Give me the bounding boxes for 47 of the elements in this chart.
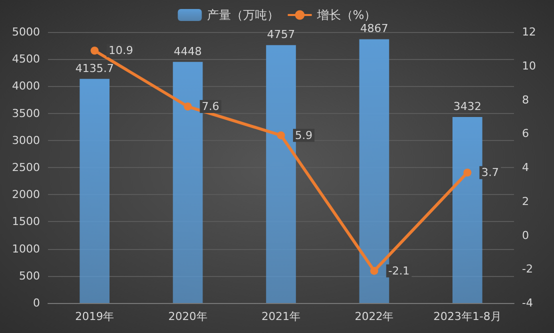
- y2-tick-label: 4: [522, 161, 529, 174]
- legend-label: 产量（万吨）: [206, 8, 279, 22]
- y-tick-label: 2500: [12, 161, 40, 174]
- x-tick-label: 2021年: [262, 310, 300, 323]
- y2-tick-label: 12: [522, 26, 536, 38]
- y2-tick-label: 2: [522, 194, 529, 208]
- point: [277, 131, 285, 140]
- data-label: 3.7: [481, 166, 499, 180]
- y-tick-label: 4000: [12, 80, 40, 93]
- point: [90, 46, 99, 55]
- point: [184, 102, 192, 111]
- data-label: 10.9: [108, 44, 134, 58]
- y2-tick-label: 6: [522, 127, 529, 140]
- point: [370, 266, 378, 275]
- data-label: 4135.7: [75, 62, 114, 75]
- x-tick-label: 2020年: [168, 310, 208, 323]
- y2-tick-label: 0: [522, 228, 529, 242]
- y-tick-label: 3000: [12, 134, 40, 147]
- data-label: 4448: [174, 44, 202, 58]
- y-tick-label: 4500: [12, 52, 40, 66]
- data-label: 3432: [453, 100, 482, 113]
- legend-label: 增长（%）: [316, 8, 376, 22]
- y-tick-label: 1000: [12, 242, 40, 256]
- x-tick-label: 2022年: [354, 310, 394, 323]
- bar: [80, 78, 110, 303]
- data-label: 4757: [267, 28, 295, 42]
- y2-tick-label: -2: [522, 262, 533, 276]
- y2-tick-label: -4: [522, 296, 533, 310]
- bar: [359, 39, 390, 303]
- bar: [266, 45, 296, 303]
- y2-tick-label: 8: [522, 93, 529, 106]
- x-tick-label: 2019年: [75, 310, 114, 323]
- data-label: 4867: [360, 22, 388, 36]
- y-tick-label: 0: [33, 296, 40, 310]
- data-label: -2.1: [388, 264, 410, 278]
- data-label: 7.6: [202, 100, 220, 114]
- point: [463, 168, 472, 177]
- y2-tick-label: 10: [522, 59, 536, 72]
- bar: [172, 62, 203, 303]
- x-tick-label: 2023年1-8月: [433, 310, 502, 323]
- data-label: 5.9: [295, 128, 312, 142]
- y-tick-label: 2000: [12, 188, 40, 202]
- bar: [452, 116, 482, 303]
- y-tick-label: 500: [19, 269, 40, 282]
- y-tick-label: 5000: [12, 26, 40, 38]
- y-tick-label: 3500: [12, 106, 40, 120]
- y-tick-label: 1500: [12, 215, 40, 228]
